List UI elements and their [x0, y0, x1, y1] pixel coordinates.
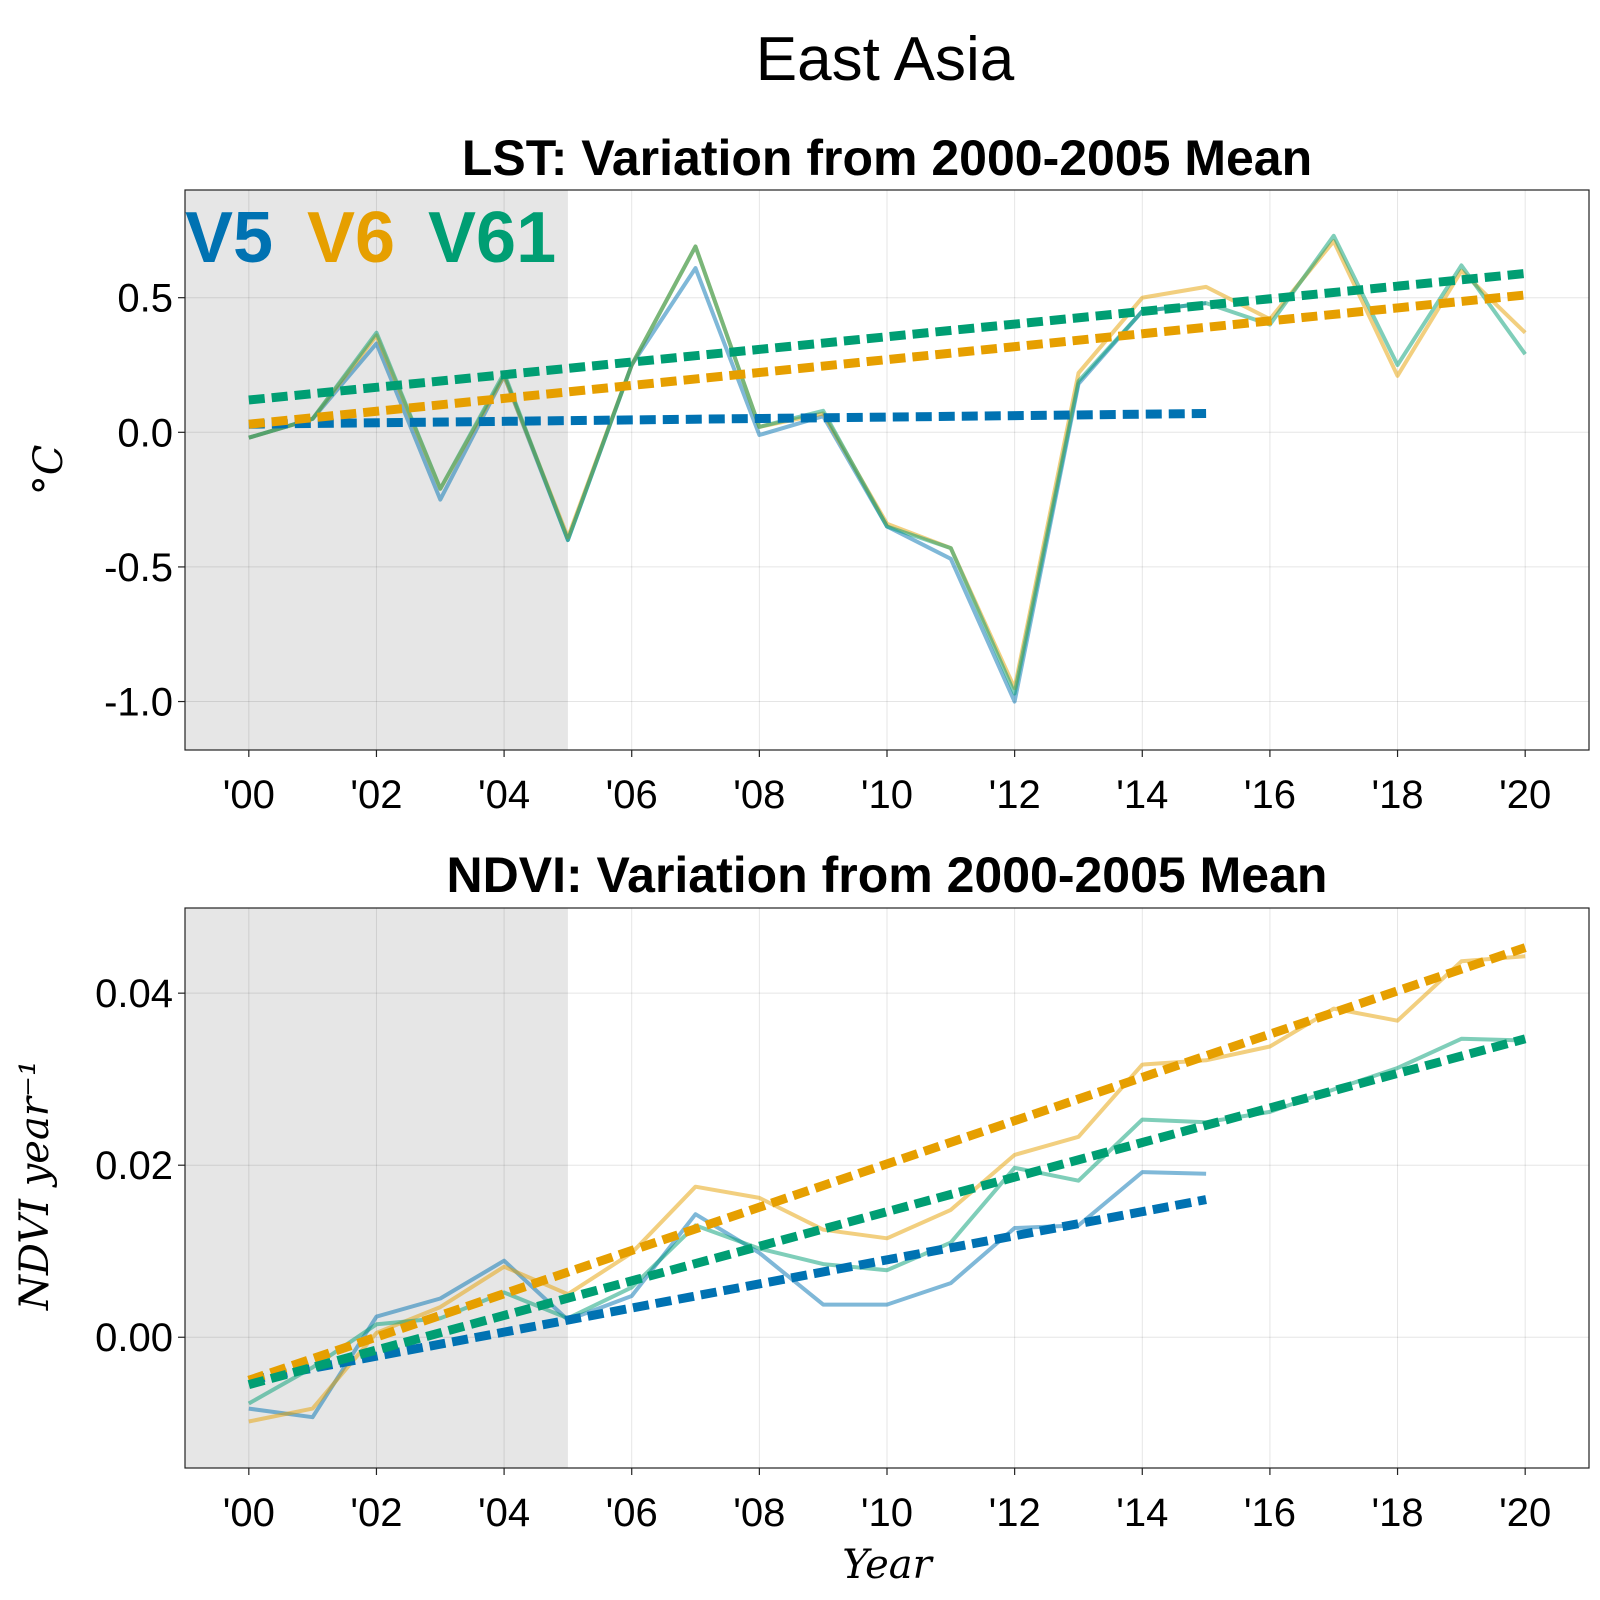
ndvi-xtick-label: '02 [350, 1491, 402, 1535]
ndvi-xtick-label: '12 [989, 1491, 1041, 1535]
lst-ytick-label: 0.0 [117, 411, 173, 455]
ndvi-panel: '00 '02 '04 '06 '08 '10 '12 '14 '16 '18 '20 0.00 0.0… [12, 847, 1590, 1588]
ndvi-ytick-label: 0.00 [95, 1316, 173, 1360]
lst-ytick-label: -1.0 [104, 681, 173, 725]
lst-xtick-label: '00 [223, 773, 275, 817]
legend-v61: V61 [428, 198, 556, 278]
ndvi-xtick-label: '10 [861, 1491, 913, 1535]
ndvi-ticks: '00 '02 '04 '06 '08 '10 '12 '14 '16 '18 '20 0.00 0.0… [95, 972, 1551, 1535]
lst-v61-data-line [248, 233, 1527, 696]
lst-xtick-label: '04 [478, 773, 530, 817]
lst-v61-trend-line [248, 269, 1526, 405]
lst-title: LST: Variation from 2000-2005 Mean [462, 130, 1312, 186]
lst-v6-trend-line [248, 290, 1526, 429]
lst-xtick-label: '20 [1499, 773, 1551, 817]
ndvi-ytick-label: 0.04 [95, 972, 173, 1016]
ndvi-xtick-label: '00 [223, 1491, 275, 1535]
legend: V5 V6 V61 [185, 198, 556, 278]
ndvi-v6-trend-line [247, 943, 1527, 1385]
ndvi-v61-data-line [247, 1036, 1526, 1406]
ndvi-ylabel: NDVI year⁻¹ [12, 1060, 58, 1311]
ndvi-xlabel: Year [842, 1542, 934, 1588]
lst-xtick-label: '10 [861, 773, 913, 817]
ndvi-xtick-label: '20 [1499, 1491, 1551, 1535]
ndvi-ytick-label: 0.02 [95, 1144, 173, 1188]
legend-v5: V5 [185, 198, 273, 278]
ndvi-title: NDVI: Variation from 2000-2005 Mean [447, 847, 1328, 903]
ndvi-xtick-label: '06 [606, 1491, 658, 1535]
figure-title: East Asia [756, 25, 1015, 94]
lst-xtick-label: '14 [1116, 773, 1168, 817]
lst-xtick-label: '16 [1244, 773, 1296, 817]
lst-ylabel: °C [26, 445, 72, 496]
ndvi-xtick-label: '08 [733, 1491, 785, 1535]
lst-xtick-label: '12 [989, 773, 1041, 817]
ndvi-xtick-label: '04 [478, 1491, 530, 1535]
lst-xtick-label: '02 [350, 773, 402, 817]
lst-ytick-label: 0.5 [117, 277, 173, 321]
lst-panel: '00 '02 '04 '06 '08 '10 '12 '14 '16 '18 '20 -1.0 -0.… [26, 130, 1590, 817]
lst-baseline-shade [185, 190, 568, 750]
legend-v6: V6 [307, 198, 395, 278]
ndvi-series [247, 943, 1527, 1424]
ndvi-baseline-shade [185, 908, 568, 1468]
lst-xtick-label: '08 [733, 773, 785, 817]
lst-v5-trend-line [248, 409, 1207, 429]
ndvi-v61-trend-line [247, 1034, 1527, 1389]
lst-series [248, 233, 1527, 704]
lst-ytick-label: -0.5 [104, 546, 173, 590]
ndvi-xtick-label: '16 [1244, 1491, 1296, 1535]
lst-ticks: '00 '02 '04 '06 '08 '10 '12 '14 '16 '18 '20 -1.0 -0.… [104, 277, 1551, 817]
lst-xtick-label: '18 [1371, 773, 1423, 817]
ndvi-xtick-label: '14 [1116, 1491, 1168, 1535]
lst-xtick-label: '06 [606, 773, 658, 817]
lst-grid [185, 190, 1589, 750]
ndvi-xtick-label: '18 [1371, 1491, 1423, 1535]
ndvi-v5-trend-line [247, 1195, 1207, 1385]
ndvi-v6-data-line [248, 954, 1526, 1424]
